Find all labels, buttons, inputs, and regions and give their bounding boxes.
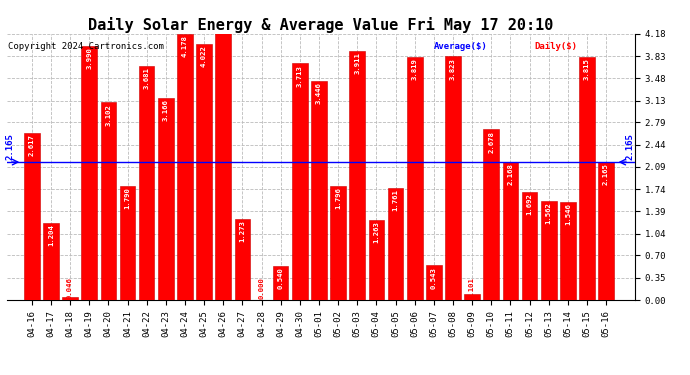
Title: Daily Solar Energy & Average Value Fri May 17 20:10: Daily Solar Energy & Average Value Fri M… [88, 16, 553, 33]
Bar [426, 266, 442, 300]
Text: 0.046: 0.046 [67, 278, 73, 299]
Text: 1.204: 1.204 [48, 225, 54, 246]
Bar [445, 57, 461, 300]
Text: 3.446: 3.446 [316, 82, 322, 104]
Text: 4.178: 4.178 [182, 35, 188, 57]
Text: 2.165: 2.165 [603, 164, 609, 185]
Bar [484, 129, 499, 300]
Text: 2.678: 2.678 [489, 131, 494, 153]
Text: 3.681: 3.681 [144, 67, 150, 88]
Text: 0.101: 0.101 [469, 278, 475, 299]
Bar [560, 201, 575, 300]
Text: 2.168: 2.168 [507, 163, 513, 185]
Bar [502, 162, 518, 300]
Text: 4.749: 4.749 [220, 0, 226, 21]
Text: 1.546: 1.546 [565, 203, 571, 225]
Bar [292, 63, 308, 300]
Bar [522, 192, 538, 300]
Bar [541, 201, 557, 300]
Bar [158, 98, 174, 300]
Bar [177, 34, 193, 300]
Text: 3.819: 3.819 [412, 58, 417, 80]
Bar [139, 66, 155, 300]
Text: 3.911: 3.911 [354, 52, 360, 74]
Bar [235, 219, 250, 300]
Text: 1.692: 1.692 [526, 194, 533, 215]
Bar [62, 297, 78, 300]
Bar [215, 0, 231, 300]
Bar [43, 223, 59, 300]
Text: 3.166: 3.166 [163, 100, 169, 122]
Bar [407, 57, 422, 300]
Bar [101, 102, 116, 300]
Text: 3.823: 3.823 [450, 58, 456, 80]
Text: 1.263: 1.263 [373, 221, 380, 243]
Text: 2.165: 2.165 [6, 133, 14, 159]
Bar [81, 46, 97, 300]
Text: 1.790: 1.790 [124, 187, 130, 209]
Text: 0.540: 0.540 [277, 267, 284, 289]
Text: 3.102: 3.102 [106, 104, 111, 126]
Bar [349, 51, 365, 300]
Bar [311, 81, 327, 300]
Bar [119, 186, 135, 300]
Text: Copyright 2024 Cartronics.com: Copyright 2024 Cartronics.com [8, 42, 164, 51]
Bar [388, 188, 404, 300]
Text: Daily($): Daily($) [534, 42, 578, 51]
Bar [368, 219, 384, 300]
Bar [331, 186, 346, 300]
Text: 4.022: 4.022 [201, 45, 207, 67]
Text: 0.000: 0.000 [259, 278, 264, 299]
Text: 2.165: 2.165 [626, 133, 635, 159]
Bar [579, 57, 595, 300]
Text: 3.990: 3.990 [86, 47, 92, 69]
Bar [24, 133, 39, 300]
Bar [598, 162, 614, 300]
Bar [464, 294, 480, 300]
Text: Average($): Average($) [434, 42, 488, 51]
Text: 1.562: 1.562 [546, 202, 552, 223]
Text: 3.815: 3.815 [584, 58, 590, 80]
Text: 2.617: 2.617 [29, 135, 34, 156]
Bar [273, 266, 288, 300]
Text: 0.543: 0.543 [431, 267, 437, 288]
Text: 1.796: 1.796 [335, 187, 341, 209]
Text: 3.713: 3.713 [297, 65, 303, 87]
Text: 1.273: 1.273 [239, 220, 246, 242]
Text: 1.761: 1.761 [393, 189, 399, 211]
Bar [196, 44, 212, 300]
